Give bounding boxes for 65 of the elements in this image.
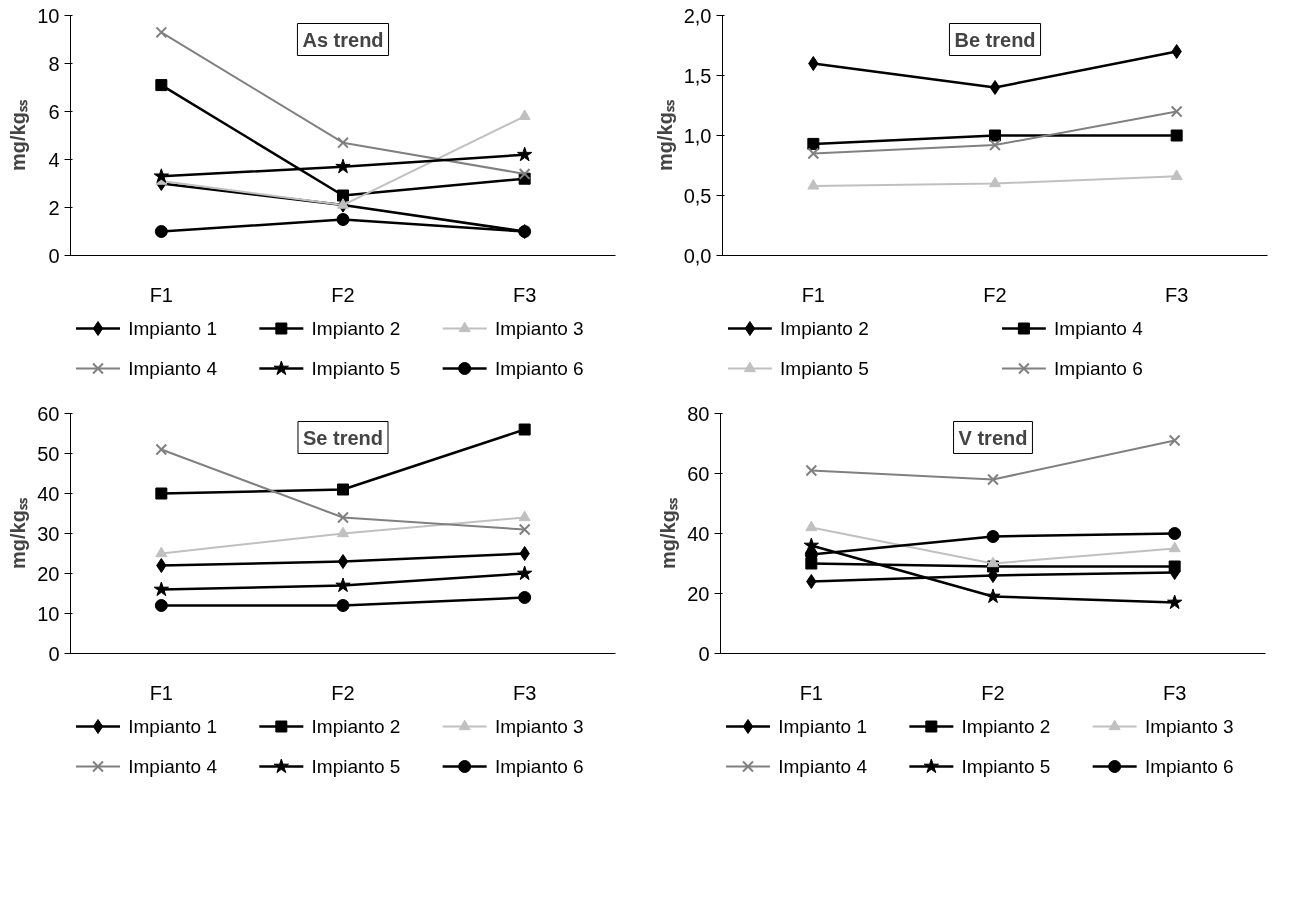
legend-label: Impianto 6 [494, 358, 584, 379]
x-tick-label: F3 [513, 283, 537, 306]
y-tick-label: 0 [48, 244, 60, 267]
y-tick-label: 1,0 [683, 124, 712, 147]
x-tick-label: F2 [983, 283, 1007, 306]
legend-label: Impianto 5 [780, 358, 869, 379]
legend-label: Impianto 6 [1054, 358, 1143, 379]
y-tick-label: 0,0 [683, 244, 712, 267]
x-tick-label: F3 [513, 681, 537, 704]
y-tick-label: 6 [48, 100, 60, 123]
x-tick-label: F2 [981, 681, 1005, 704]
legend-label: Impianto 5 [311, 358, 401, 379]
y-tick-label: 40 [687, 522, 710, 545]
y-tick-label: 1,5 [683, 64, 712, 87]
legend-label: Impianto 4 [778, 756, 868, 777]
y-tick-label: 0 [48, 642, 60, 665]
y-tick-label: 80 [687, 402, 710, 425]
text: As trend [302, 28, 384, 51]
legend-label: Impianto 5 [311, 756, 401, 777]
legend-label: Impianto 4 [128, 358, 218, 379]
x-tick-label: F1 [149, 283, 174, 306]
text: V trend [958, 426, 1028, 449]
legend-label: Impianto 4 [128, 756, 218, 777]
y-tick-label: 2 [48, 196, 60, 219]
y-tick-label: 20 [37, 562, 60, 585]
legend-label: Impianto 6 [494, 756, 584, 777]
y-tick-label: 40 [37, 482, 60, 505]
y-tick-label: 10 [37, 602, 60, 625]
legend-label: Impianto 2 [311, 716, 401, 737]
x-tick-label: F1 [149, 681, 174, 704]
y-axis-title: mg/kgₛₛ [7, 497, 30, 569]
legend-label: Impianto 3 [494, 318, 584, 339]
y-tick-label: 4 [48, 148, 60, 171]
legend-label: Impianto 3 [494, 716, 584, 737]
text: Be trend [954, 28, 1036, 51]
y-tick-label: 0 [698, 642, 710, 665]
text: Se trend [302, 426, 384, 449]
legend-label: Impianto 3 [1144, 716, 1234, 737]
legend-label: Impianto 5 [961, 756, 1051, 777]
x-tick-label: F2 [331, 283, 355, 306]
legend-label: Impianto 2 [311, 318, 401, 339]
y-tick-label: 30 [37, 522, 60, 545]
x-tick-label: F3 [1165, 283, 1189, 306]
y-tick-label: 60 [37, 402, 60, 425]
y-axis-title: mg/kgₛₛ [7, 99, 30, 171]
y-tick-label: 0,5 [683, 184, 712, 207]
x-tick-label: F1 [799, 681, 824, 704]
legend-label: Impianto 2 [961, 716, 1051, 737]
y-axis-title: mg/kgₛₛ [657, 497, 680, 569]
x-tick-label: F3 [1163, 681, 1187, 704]
y-tick-label: 60 [687, 462, 710, 485]
x-tick-label: F1 [801, 283, 826, 306]
legend-label: Impianto 1 [778, 716, 867, 737]
legend-label: Impianto 4 [1054, 318, 1144, 339]
y-tick-label: 10 [37, 4, 60, 27]
legend-label: Impianto 1 [128, 318, 217, 339]
legend-label: Impianto 2 [780, 318, 869, 339]
x-tick-label: F2 [331, 681, 355, 704]
y-tick-label: 8 [48, 52, 60, 75]
y-tick-label: 2,0 [683, 4, 712, 27]
y-tick-label: 50 [37, 442, 60, 465]
y-tick-label: 20 [687, 582, 710, 605]
legend-label: Impianto 6 [1144, 756, 1234, 777]
y-axis-title: mg/kgₛₛ [653, 99, 676, 171]
legend-label: Impianto 1 [128, 716, 217, 737]
